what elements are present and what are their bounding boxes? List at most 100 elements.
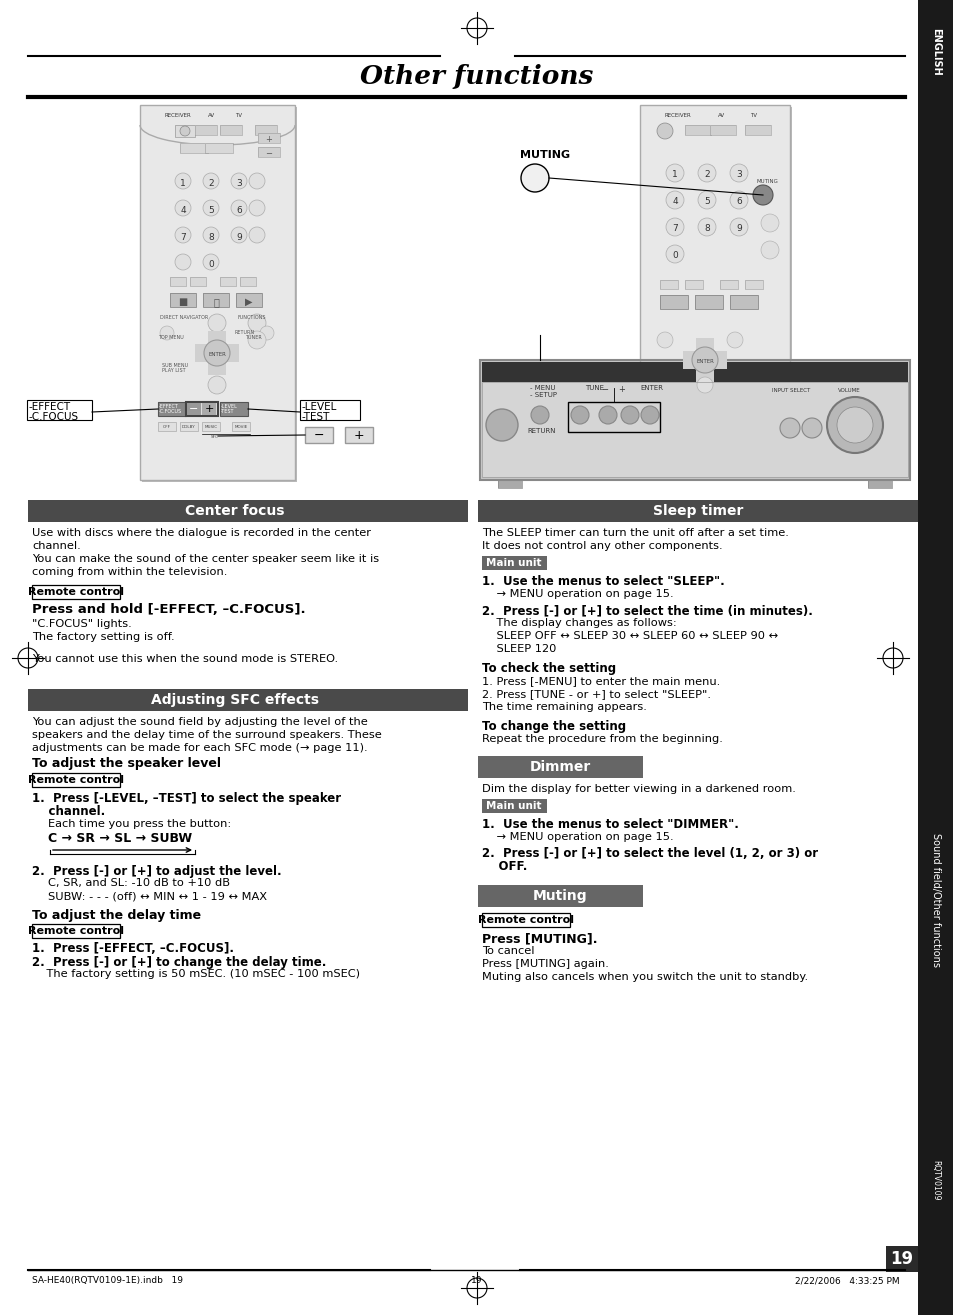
- Bar: [190, 277, 206, 285]
- Text: Main unit: Main unit: [486, 558, 541, 568]
- Circle shape: [729, 164, 747, 181]
- Bar: [639, 105, 789, 425]
- Circle shape: [231, 200, 247, 216]
- Circle shape: [691, 347, 718, 373]
- Text: Remote control: Remote control: [28, 926, 124, 936]
- Bar: [220, 277, 235, 285]
- Text: ENGLISH: ENGLISH: [930, 28, 940, 76]
- Circle shape: [249, 200, 265, 216]
- Text: 1: 1: [672, 170, 678, 179]
- Circle shape: [203, 200, 219, 216]
- Text: -EFFECT: -EFFECT: [159, 404, 178, 409]
- Bar: [158, 422, 175, 431]
- Text: +: +: [204, 404, 213, 414]
- Bar: [32, 773, 120, 786]
- Text: 6: 6: [736, 196, 741, 205]
- Bar: [240, 277, 255, 285]
- Circle shape: [485, 409, 517, 441]
- Circle shape: [760, 214, 779, 231]
- Bar: [202, 402, 215, 416]
- Bar: [744, 125, 770, 135]
- Text: -TEST: -TEST: [221, 409, 234, 414]
- Bar: [220, 125, 242, 135]
- Bar: [180, 143, 208, 153]
- Bar: [744, 280, 762, 289]
- Text: The time remaining appears.: The time remaining appears.: [481, 702, 646, 711]
- Bar: [194, 125, 216, 135]
- Circle shape: [665, 218, 683, 235]
- Text: 2: 2: [208, 179, 213, 188]
- Text: ENTER: ENTER: [696, 359, 713, 363]
- Circle shape: [826, 397, 882, 452]
- Bar: [186, 402, 218, 416]
- Text: C, SR, and SL: -10 dB to +10 dB: C, SR, and SL: -10 dB to +10 dB: [48, 878, 230, 888]
- Circle shape: [160, 326, 173, 341]
- Circle shape: [260, 326, 274, 341]
- Text: 2.  Press [-] or [+] to adjust the level.: 2. Press [-] or [+] to adjust the level.: [32, 865, 281, 878]
- Bar: [481, 381, 907, 477]
- Circle shape: [174, 254, 191, 270]
- Circle shape: [174, 200, 191, 216]
- Text: C → SR → SL → SUBW: C → SR → SL → SUBW: [48, 832, 192, 846]
- Text: FUNCTIONS: FUNCTIONS: [237, 316, 266, 320]
- Text: Main unit: Main unit: [486, 801, 541, 811]
- Bar: [158, 402, 186, 416]
- Bar: [203, 293, 229, 306]
- Text: +: +: [354, 429, 364, 442]
- Text: 0: 0: [672, 250, 678, 259]
- Bar: [174, 125, 194, 137]
- Text: 6: 6: [236, 205, 242, 214]
- Text: 9: 9: [736, 224, 741, 233]
- Bar: [142, 107, 296, 483]
- Text: 7: 7: [180, 233, 186, 242]
- Bar: [170, 277, 186, 285]
- Bar: [497, 480, 521, 488]
- Text: -TEST: -TEST: [302, 412, 330, 422]
- Text: 1.  Press [-LEVEL, –TEST] to select the speaker: 1. Press [-LEVEL, –TEST] to select the s…: [32, 792, 341, 805]
- Bar: [28, 689, 468, 711]
- Bar: [208, 331, 226, 375]
- Text: RECEIVER: RECEIVER: [664, 113, 691, 118]
- Bar: [299, 400, 359, 419]
- Bar: [235, 293, 262, 306]
- Text: Sound field/Other functions: Sound field/Other functions: [930, 832, 940, 967]
- Bar: [190, 277, 206, 285]
- Text: Press and hold [-EFFECT, –C.FOCUS].: Press and hold [-EFFECT, –C.FOCUS].: [32, 604, 305, 615]
- Bar: [684, 280, 702, 289]
- Bar: [187, 402, 201, 416]
- Text: You can adjust the sound field by adjusting the level of the: You can adjust the sound field by adjust…: [32, 717, 367, 727]
- Circle shape: [780, 418, 800, 438]
- Text: The factory setting is off.: The factory setting is off.: [32, 633, 174, 642]
- Text: 0: 0: [208, 259, 213, 268]
- Bar: [695, 295, 722, 309]
- Text: −: −: [601, 385, 608, 394]
- Bar: [729, 295, 758, 309]
- Text: MOVIE: MOVIE: [234, 425, 248, 429]
- Text: MUSIC: MUSIC: [204, 425, 217, 429]
- Bar: [254, 125, 276, 135]
- Bar: [639, 105, 789, 425]
- Text: Each time you press the button:: Each time you press the button:: [48, 819, 231, 828]
- Text: adjustments can be made for each SFC mode (→ page 11).: adjustments can be made for each SFC mod…: [32, 743, 367, 753]
- Text: Muting also cancels when you switch the unit to standby.: Muting also cancels when you switch the …: [481, 972, 807, 982]
- Text: The factory setting is 50 mSEC. (10 mSEC - 100 mSEC): The factory setting is 50 mSEC. (10 mSEC…: [32, 969, 359, 978]
- Bar: [659, 280, 678, 289]
- Bar: [194, 125, 216, 135]
- Text: 8: 8: [703, 224, 709, 233]
- Bar: [170, 277, 186, 285]
- Text: Adjusting SFC effects: Adjusting SFC effects: [151, 693, 318, 707]
- Circle shape: [698, 218, 716, 235]
- Text: speakers and the delay time of the surround speakers. These: speakers and the delay time of the surro…: [32, 730, 381, 740]
- Text: ⏸: ⏸: [213, 297, 218, 306]
- Text: TUNE: TUNE: [584, 385, 603, 391]
- Bar: [720, 280, 738, 289]
- Text: → MENU operation on page 15.: → MENU operation on page 15.: [481, 589, 673, 600]
- Circle shape: [203, 227, 219, 243]
- Bar: [479, 360, 909, 480]
- Text: To adjust the delay time: To adjust the delay time: [32, 909, 201, 922]
- Bar: [257, 133, 280, 143]
- Circle shape: [231, 227, 247, 243]
- Bar: [32, 585, 120, 600]
- Bar: [202, 422, 220, 431]
- Text: 3: 3: [236, 179, 242, 188]
